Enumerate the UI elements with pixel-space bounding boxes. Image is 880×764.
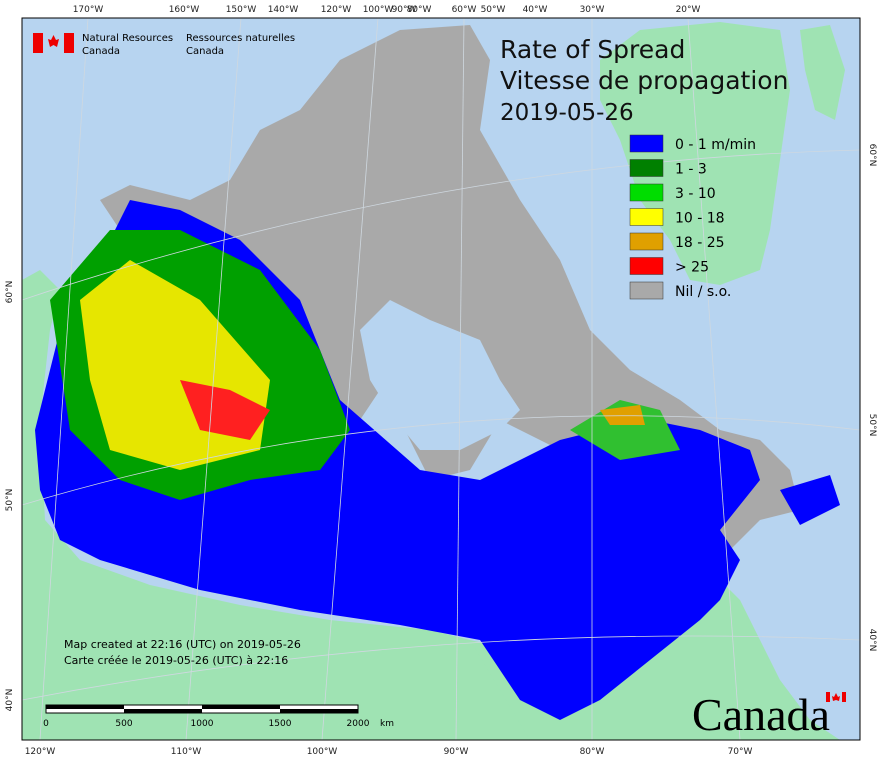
note: Carte créée le 2019-05-26 (UTC) à 22:16	[64, 654, 288, 667]
flag-bar	[826, 692, 830, 702]
fire-zone-quebec	[570, 400, 680, 460]
map-frame	[21, 17, 861, 741]
longitude-label: 60°W	[452, 5, 477, 15]
longitude-label: 120°W	[321, 5, 352, 15]
maple-leaf	[48, 35, 59, 47]
agency-en: Canada	[82, 46, 120, 57]
longitude-label: 80°W	[407, 5, 432, 15]
nrcan-header: Natural Resources Canada Ressources natu…	[33, 33, 295, 57]
latitude-label: 60°N	[867, 144, 877, 167]
flag-bar	[33, 33, 43, 53]
greenland	[600, 22, 790, 285]
scale-segment	[124, 709, 202, 713]
longitude-label: 110°W	[171, 747, 202, 757]
legend-label: Nil / s.o.	[675, 284, 731, 300]
us-land	[22, 270, 530, 740]
fire-zone-quebec-high	[600, 405, 645, 425]
agency-fr: Canada	[186, 46, 224, 57]
longitude-label: 140°W	[268, 5, 299, 15]
agency-fr: Ressources naturelles	[186, 33, 295, 44]
title: Vitesse de propagation	[500, 66, 788, 95]
legend-swatch	[629, 232, 664, 251]
longitude-label: 150°W	[226, 5, 257, 15]
agency-en: Natural Resources	[82, 33, 173, 44]
title-block: Rate of Spread Vitesse de propagation 20…	[500, 35, 788, 126]
legend-swatch	[629, 183, 664, 202]
scale-label: 500	[115, 719, 132, 729]
longitude-label: 20°W	[676, 5, 701, 15]
longitude-label: 160°W	[169, 5, 200, 15]
newfoundland	[780, 475, 840, 525]
longitude-label: 170°W	[73, 5, 104, 15]
flag-bar	[64, 33, 74, 53]
scale-segment	[202, 705, 280, 709]
longitude-label: 30°W	[580, 5, 605, 15]
legend-swatch	[629, 257, 664, 275]
legend-swatch	[629, 208, 664, 226]
maple-leaf	[832, 693, 840, 701]
legend-label: > 25	[675, 260, 709, 276]
wordmark: Canada	[692, 689, 830, 740]
scale-segment	[46, 705, 124, 709]
fire-zone-extreme	[180, 380, 270, 440]
longitude-label: 50°W	[481, 5, 506, 15]
canada-wordmark: Canada	[692, 689, 846, 740]
legend-label: 10 - 18	[675, 211, 725, 227]
longitude-label: 40°W	[523, 5, 548, 15]
graticule-labels: 170°W 160°W 150°W 140°W 120°W 100°W90°W80°W 60…	[5, 5, 877, 757]
longitude-label: 120°W	[25, 747, 56, 757]
latitude-label: 50°N	[5, 489, 15, 512]
note: Map created at 22:16 (UTC) on 2019-05-26	[64, 638, 301, 651]
legend-swatch	[629, 159, 664, 177]
hudson-bay	[360, 300, 520, 450]
flag-bar	[842, 692, 846, 702]
iceland	[800, 25, 845, 120]
scale-label: 1500	[269, 719, 292, 729]
legend-label: 1 - 3	[675, 162, 707, 178]
longitude-label: 70°W	[728, 747, 753, 757]
scale-segment	[280, 709, 358, 713]
longitude-label: 100°W	[307, 747, 338, 757]
map	[21, 17, 861, 741]
longitude-label: 80°W	[580, 747, 605, 757]
title: Rate of Spread	[500, 35, 685, 64]
date: 2019-05-26	[500, 100, 634, 126]
latitude-label: 40°N	[5, 689, 15, 712]
legend-swatch	[629, 134, 664, 153]
scale-label: 1000	[191, 719, 214, 729]
latitude-label: 60°N	[5, 281, 15, 304]
latitude-label: 40°N	[867, 629, 877, 652]
scale-label: 2000	[347, 719, 370, 729]
legend: 0 - 1 m/min 1 - 3 3 - 10 10 - 18 18 - 25 > 25…	[629, 134, 756, 300]
scale-unit: km	[380, 719, 394, 729]
legend-label: 0 - 1 m/min	[675, 137, 756, 153]
longitude-label: 90°W	[444, 747, 469, 757]
legend-swatch	[629, 281, 664, 300]
graticule	[21, 17, 861, 741]
legend-label: 3 - 10	[675, 186, 716, 202]
longitude-label: 90°W	[392, 5, 417, 15]
latitude-label: 50°N	[867, 414, 877, 437]
scale-label: 0	[43, 719, 49, 729]
legend-label: 18 - 25	[675, 235, 725, 251]
scale-bar: 0 500 1000 1500 2000 km	[43, 704, 394, 729]
longitude-label: 100°W	[363, 5, 394, 15]
